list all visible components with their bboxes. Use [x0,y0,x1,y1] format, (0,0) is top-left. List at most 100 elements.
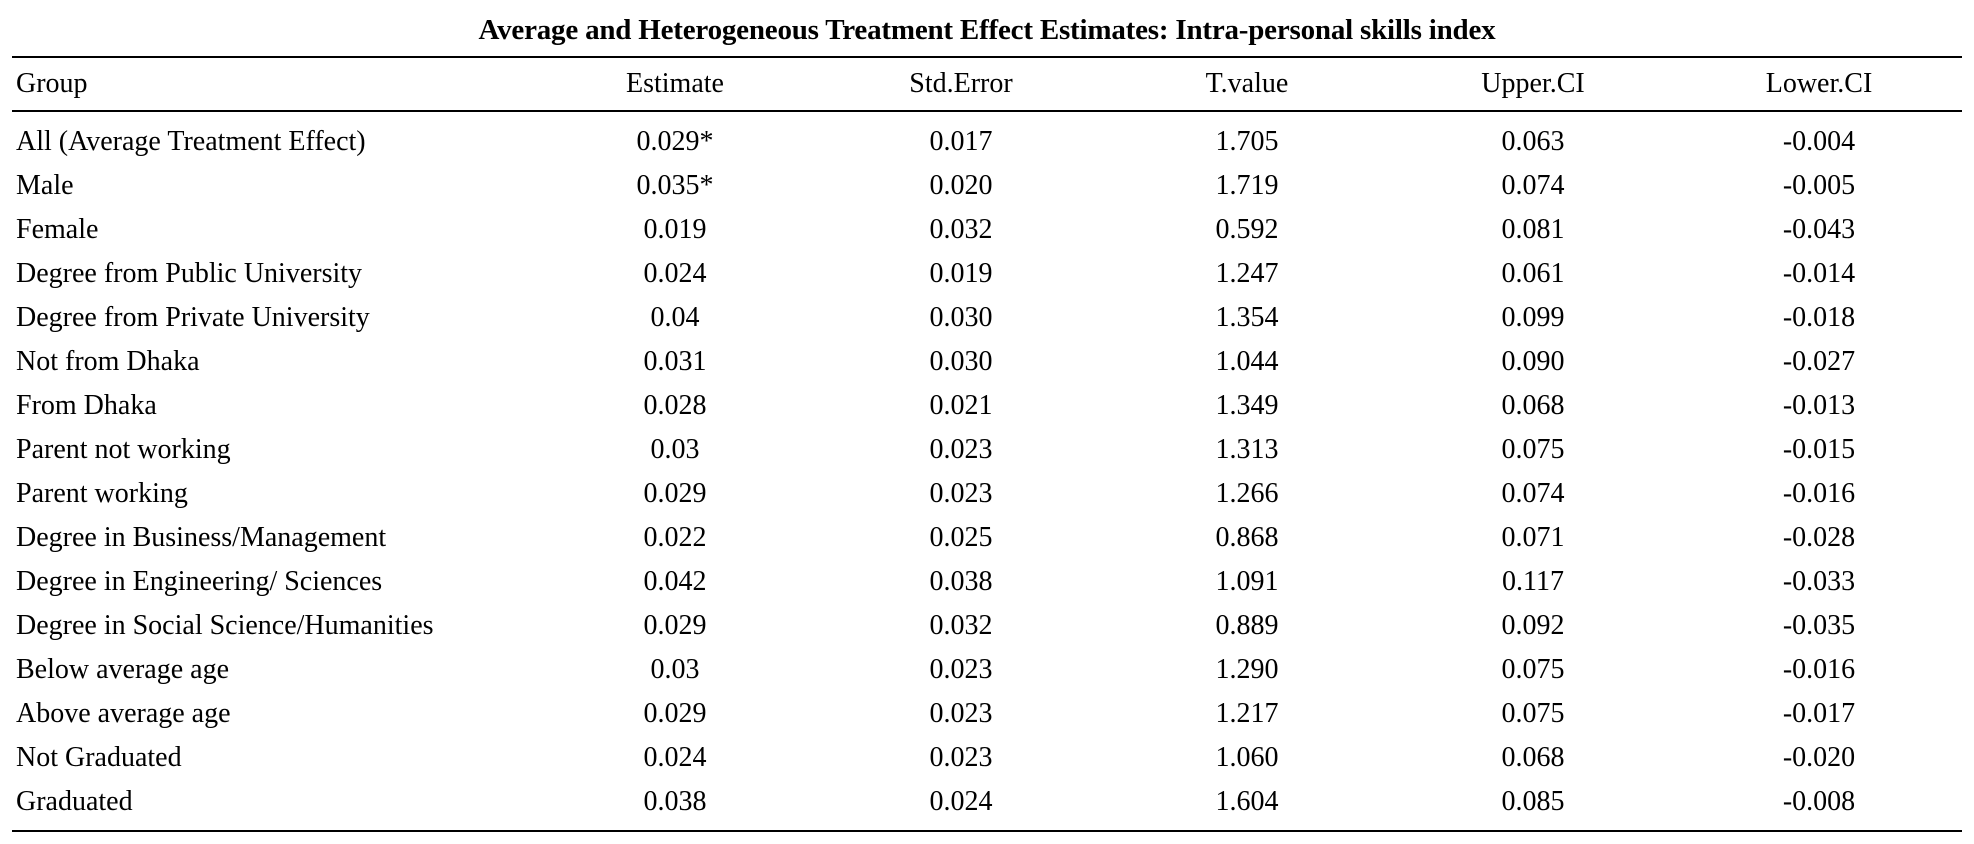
t-value-cell: 0.592 [1215,214,1279,245]
t-value-cell: 1.290 [1215,654,1279,685]
group-cell: Not from Dhaka [16,346,200,377]
std-error-cell: 0.032 [929,610,993,641]
t-value-cell: 0.889 [1215,610,1279,641]
group-cell: Below average age [16,654,229,685]
table-row: From Dhaka 0.028 0.021 1.349 0.068 -0.013 [12,384,1962,428]
lower-ci-cell: -0.013 [1782,390,1856,421]
std-error-cell: 0.038 [929,566,993,597]
lower-ci-cell: -0.018 [1782,302,1856,333]
lower-ci-cell: -0.016 [1782,478,1856,509]
upper-ci-cell: 0.074 [1501,478,1565,509]
lower-ci-cell: -0.043 [1782,214,1856,245]
lower-ci-cell: -0.016 [1782,654,1856,685]
std-error-cell: 0.023 [929,698,993,729]
table-caption: Average and Heterogeneous Treatment Effe… [478,14,1496,46]
group-cell: Above average age [16,698,231,729]
table-row: Parent not working 0.03 0.023 1.313 0.075 -0.… [12,428,1962,472]
lower-ci-cell: -0.028 [1782,522,1856,553]
t-value-cell: 1.354 [1215,302,1279,333]
t-value-cell: 1.313 [1215,434,1279,465]
table-row: Degree in Engineering/ Sciences 0.042 0.03… [12,560,1962,604]
t-value-cell: 1.060 [1215,742,1279,773]
table-row: Degree in Social Science/Humanities 0.029… [12,604,1962,648]
t-value-cell: 1.349 [1215,390,1279,421]
group-cell: Degree from Public University [16,258,363,289]
std-error-cell: 0.023 [929,654,993,685]
estimate-cell: 0.03 [650,434,700,465]
column-header-estimate: Estimate [626,68,724,99]
group-cell: Degree in Social Science/Humanities [16,610,434,641]
table-row: Male 0.035* 0.020 1.719 0.074 -0.005 [12,164,1962,208]
std-error-cell: 0.021 [929,390,993,421]
group-cell: Graduated [16,786,133,817]
estimate-cell: 0.029 [643,698,707,729]
lower-ci-cell: -0.004 [1782,126,1856,157]
std-error-cell: 0.025 [929,522,993,553]
upper-ci-cell: 0.068 [1501,742,1565,773]
estimate-cell: 0.038 [643,786,707,817]
column-header-t-value: T.value [1205,68,1289,99]
estimate-cell: 0.029* [636,126,714,157]
column-header-lower-ci: Lower.CI [1765,68,1873,99]
estimate-cell: 0.019 [643,214,707,245]
header-row: Group Estimate Std.Error T.value Upper.C… [12,57,1962,111]
t-value-cell: 1.604 [1215,786,1279,817]
upper-ci-cell: 0.081 [1501,214,1565,245]
treatment-effect-table: Group Estimate Std.Error T.value Upper.C… [12,56,1962,832]
std-error-cell: 0.023 [929,434,993,465]
upper-ci-cell: 0.117 [1502,566,1564,597]
table-row: Degree from Private University 0.04 0.030 1… [12,296,1962,340]
lower-ci-cell: -0.020 [1782,742,1856,773]
upper-ci-cell: 0.075 [1501,698,1565,729]
lower-ci-cell: -0.005 [1782,170,1856,201]
lower-ci-cell: -0.015 [1782,434,1856,465]
estimate-cell: 0.024 [643,258,707,289]
table-row: All (Average Treatment Effect) 0.029* 0.01… [12,111,1962,164]
column-header-std-error: Std.Error [909,68,1013,99]
std-error-cell: 0.023 [929,478,993,509]
upper-ci-cell: 0.092 [1501,610,1565,641]
table-row: Below average age 0.03 0.023 1.290 0.075 -0.0… [12,648,1962,692]
group-cell: Degree in Business/Management [16,522,387,553]
estimate-cell: 0.03 [650,654,700,685]
group-cell: Degree from Private University [16,302,370,333]
estimate-cell: 0.042 [643,566,707,597]
estimate-cell: 0.028 [643,390,707,421]
std-error-cell: 0.030 [929,346,993,377]
estimate-cell: 0.029 [643,610,707,641]
table-body: All (Average Treatment Effect) 0.029* 0.01… [12,111,1962,831]
table-row: Above average age 0.029 0.023 1.217 0.075 -0.… [12,692,1962,736]
t-value-cell: 1.217 [1215,698,1279,729]
group-cell: Parent working [16,478,188,509]
lower-ci-cell: -0.017 [1782,698,1856,729]
std-error-cell: 0.017 [929,126,993,157]
t-value-cell: 1.247 [1215,258,1279,289]
estimate-cell: 0.029 [643,478,707,509]
lower-ci-cell: -0.027 [1782,346,1856,377]
table-row: Female 0.019 0.032 0.592 0.081 -0.043 [12,208,1962,252]
std-error-cell: 0.023 [929,742,993,773]
upper-ci-cell: 0.075 [1501,434,1565,465]
estimate-cell: 0.022 [643,522,707,553]
group-cell: Degree in Engineering/ Sciences [16,566,383,597]
upper-ci-cell: 0.063 [1501,126,1565,157]
upper-ci-cell: 0.075 [1501,654,1565,685]
group-cell: Male [16,170,74,201]
upper-ci-cell: 0.099 [1501,302,1565,333]
group-cell: From Dhaka [16,390,157,421]
table-row: Degree from Public University 0.024 0.019 1… [12,252,1962,296]
table-row: Not from Dhaka 0.031 0.030 1.044 0.090 -0.027 [12,340,1962,384]
estimate-cell: 0.031 [643,346,707,377]
t-value-cell: 1.091 [1215,566,1279,597]
t-value-cell: 1.044 [1215,346,1279,377]
upper-ci-cell: 0.085 [1501,786,1565,817]
group-cell: All (Average Treatment Effect) [16,126,366,157]
upper-ci-cell: 0.071 [1501,522,1565,553]
table-row: Degree in Business/Management 0.022 0.025 0… [12,516,1962,560]
upper-ci-cell: 0.090 [1501,346,1565,377]
estimate-cell: 0.035* [636,170,714,201]
upper-ci-cell: 0.061 [1501,258,1565,289]
table-header: Group Estimate Std.Error T.value Upper.C… [12,57,1962,111]
t-value-cell: 1.266 [1215,478,1279,509]
